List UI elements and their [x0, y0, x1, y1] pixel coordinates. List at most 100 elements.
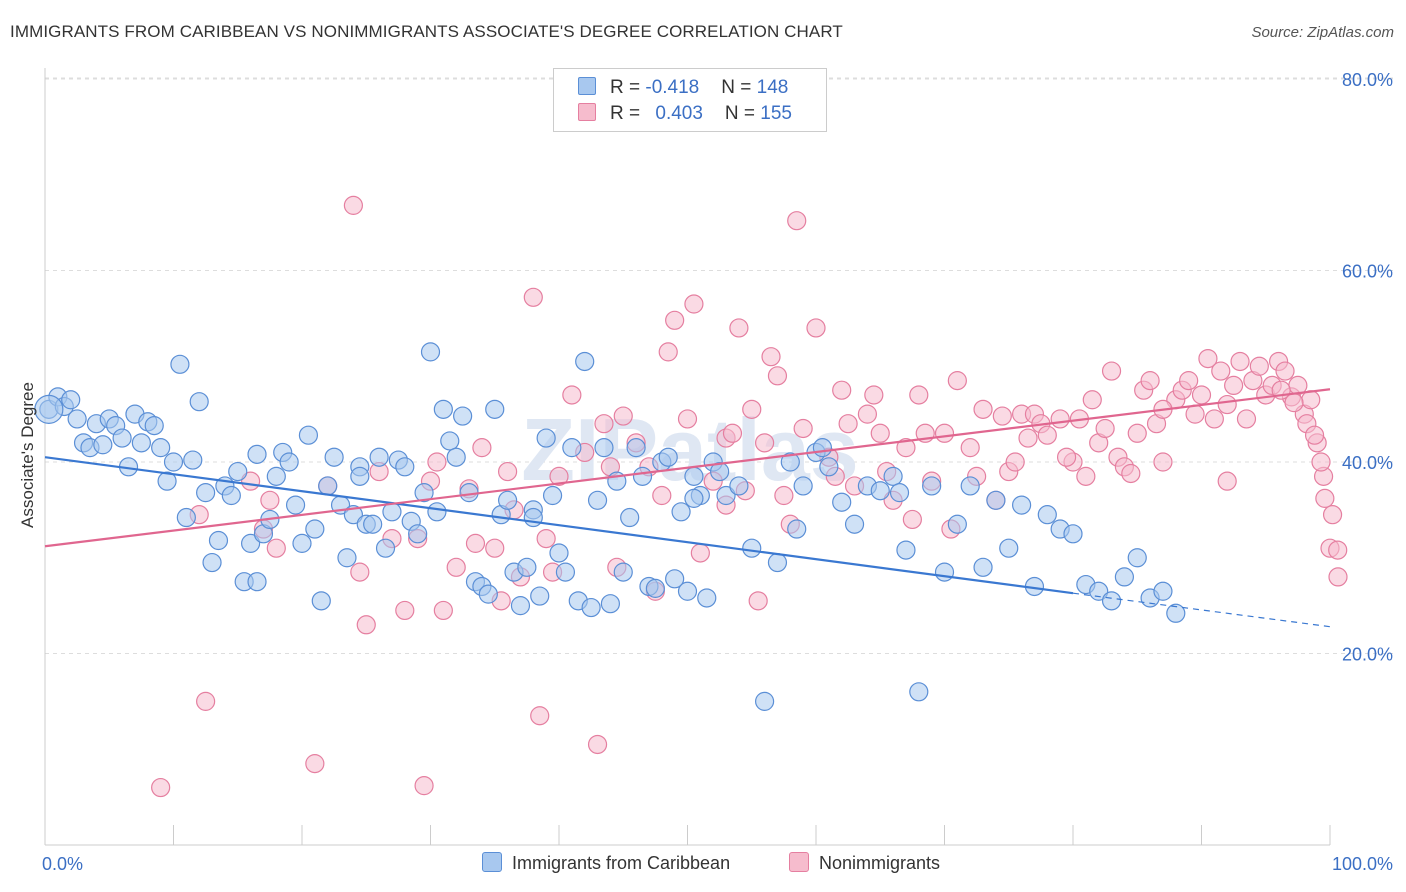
- scatter-point: [363, 514, 383, 534]
- scatter-point: [684, 466, 704, 486]
- scatter-point: [909, 682, 929, 702]
- y-tick-label: 20.0%: [1342, 645, 1393, 665]
- scatter-point: [196, 691, 216, 711]
- scatter-point: [1127, 423, 1147, 443]
- scatter-point: [562, 438, 582, 458]
- scatter-point: [530, 586, 550, 606]
- caribbean-legend-label: Immigrants from Caribbean: [512, 853, 731, 873]
- scatter-point: [594, 438, 614, 458]
- scatter-point: [196, 483, 216, 503]
- scatter-point: [1153, 581, 1173, 601]
- n-label: N =: [721, 77, 757, 98]
- scatter-point: [523, 507, 543, 528]
- scatter-point: [414, 776, 434, 796]
- series-caribbean-points: [34, 342, 1186, 711]
- scatter-point: [549, 543, 569, 563]
- scatter-point: [1121, 463, 1141, 484]
- scatter-point: [889, 483, 910, 503]
- scatter-point: [247, 444, 267, 464]
- scatter-point: [645, 578, 665, 598]
- trend-lines: [44, 388, 1331, 628]
- scatter-point: [632, 466, 653, 486]
- scatter-point: [1249, 356, 1269, 376]
- scatter-point: [498, 490, 518, 510]
- source-label: Source: ZipAtlas.com: [1251, 24, 1394, 41]
- scatter-point: [947, 514, 967, 534]
- scatter-point: [658, 342, 678, 362]
- scatter-point: [793, 418, 813, 439]
- chart-title: IMMIGRANTS FROM CARIBBEAN VS NONIMMIGRAN…: [10, 22, 843, 41]
- scatter-point: [536, 528, 556, 549]
- scatter-point: [1056, 447, 1077, 467]
- series-nonimmigrants-points: [151, 195, 1348, 798]
- scatter-point: [311, 591, 331, 611]
- nonimmigrants-swatch: [789, 852, 809, 872]
- scatter-point: [1311, 452, 1331, 472]
- scatter-point: [189, 392, 209, 412]
- scatter-point: [620, 507, 640, 528]
- scatter-point: [793, 476, 813, 496]
- scatter-point: [767, 366, 788, 386]
- scatter-point: [787, 211, 807, 231]
- scatter-point: [832, 492, 852, 512]
- scatter-point: [697, 588, 717, 608]
- scatter-point: [1304, 425, 1325, 445]
- scatter-point: [324, 447, 344, 467]
- scatter-point: [433, 399, 453, 419]
- scatter-point: [1005, 452, 1025, 472]
- scatter-point: [1217, 394, 1237, 415]
- scatter-point: [305, 754, 325, 774]
- scatter-point: [350, 562, 370, 582]
- scatter-point: [864, 385, 884, 405]
- scatter-point: [170, 354, 190, 374]
- scatter-point: [896, 540, 916, 560]
- scatter-point: [909, 385, 929, 405]
- scatter-point: [228, 461, 248, 482]
- scatter-point: [652, 485, 672, 506]
- scatter-point: [260, 490, 280, 510]
- scatter-point: [1230, 351, 1250, 372]
- scatter-point: [542, 485, 563, 506]
- scatter-point: [453, 406, 473, 426]
- scatter-point: [93, 435, 113, 455]
- scatter-point: [722, 423, 743, 443]
- scatter-point: [375, 538, 396, 558]
- scatter-point: [562, 385, 582, 405]
- scatter-point: [1224, 375, 1244, 395]
- x-tick-label-max: 100.0%: [1332, 854, 1393, 874]
- scatter-point: [151, 438, 171, 458]
- scatter-point: [1153, 452, 1173, 472]
- scatter-point: [729, 318, 749, 338]
- scatter-point: [581, 597, 601, 618]
- scatter-point: [67, 409, 87, 429]
- scatter-point: [896, 438, 916, 458]
- scatter-point: [960, 476, 980, 496]
- scatter-point: [555, 562, 576, 582]
- scatter-point: [369, 447, 389, 467]
- scatter-point: [754, 691, 775, 711]
- scatter-point: [973, 557, 993, 577]
- stats-legend-row-2: R = 0.403 N = 155: [578, 103, 792, 125]
- scatter-point: [1322, 505, 1343, 525]
- scatter-point: [446, 447, 466, 467]
- scatter-point: [613, 562, 633, 582]
- caribbean-swatch: [482, 852, 502, 872]
- bottom-legend-nonimmigrants: Nonimmigrants: [789, 852, 940, 874]
- scatter-point: [266, 538, 286, 558]
- scatter-point: [131, 433, 151, 453]
- scatter-point: [408, 524, 428, 544]
- scatter-point: [844, 514, 865, 534]
- scatter-point: [754, 433, 775, 453]
- series1-swatch: [578, 77, 596, 95]
- scatter-point: [337, 548, 357, 568]
- scatter-point: [1095, 418, 1115, 439]
- scatter-point: [870, 481, 890, 501]
- scatter-point: [716, 485, 736, 506]
- scatter-point: [446, 557, 466, 577]
- scatter-point: [414, 483, 434, 503]
- scatter-point: [838, 414, 858, 434]
- scatter-point: [922, 476, 942, 496]
- scatter-point: [671, 502, 691, 522]
- scatter-point: [587, 490, 608, 510]
